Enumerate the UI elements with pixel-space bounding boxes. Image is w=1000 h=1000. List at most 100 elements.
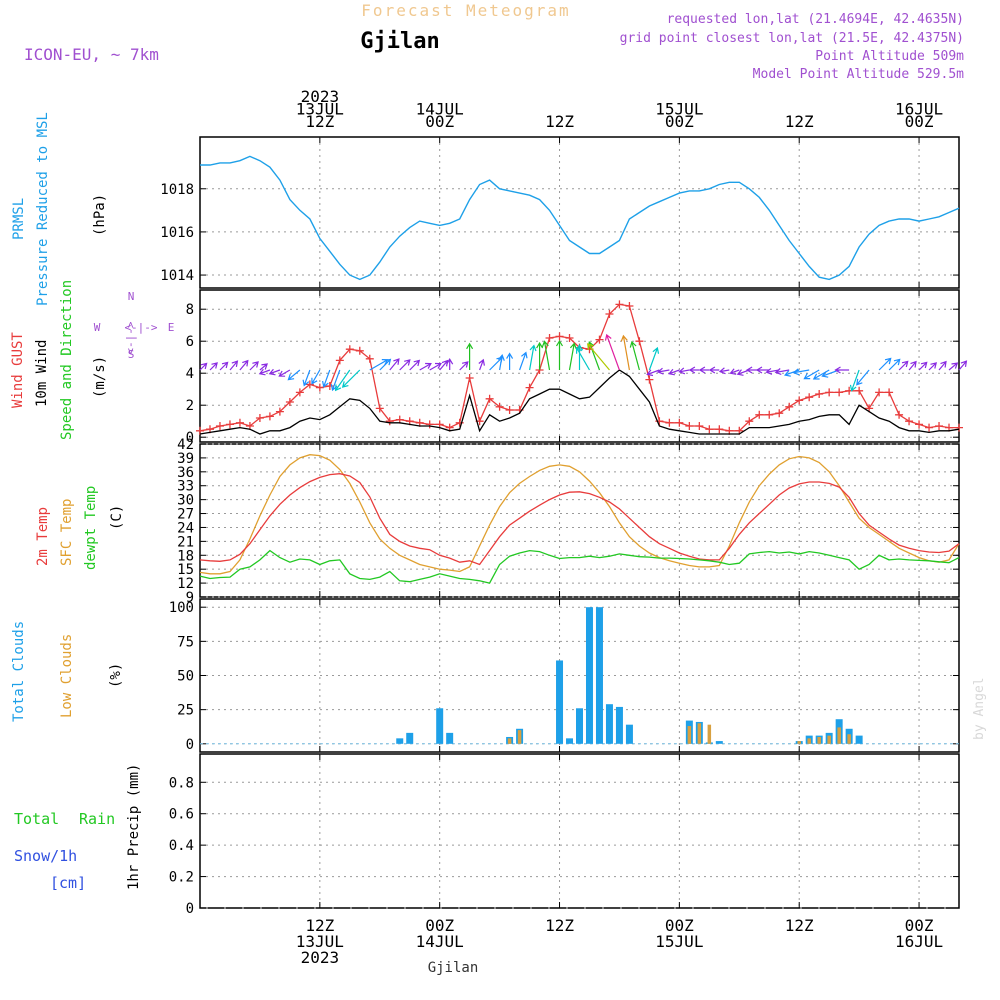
- wind-arrow: [199, 362, 208, 371]
- compass-rose: N S W E <-|-> <-|->: [94, 290, 175, 361]
- gust-marker: [465, 374, 474, 382]
- y-tick-label: 1018: [160, 182, 194, 198]
- wind-arrow: [708, 366, 720, 374]
- y-tick-label: 0.2: [169, 870, 194, 886]
- pressure-labels: PRMSL Pressure Reduced to MSL (hPa): [11, 112, 108, 306]
- gridpoint-coords: grid point closest lon,lat (21.5E, 42.43…: [620, 31, 964, 46]
- gust-marker: [755, 410, 764, 419]
- gust-label: Wind GUST: [10, 332, 26, 408]
- gust-marker: [225, 420, 234, 429]
- prmsl-long-label: Pressure Reduced to MSL: [35, 112, 51, 306]
- y-tick-label: 0: [186, 737, 194, 753]
- total-cloud-bar: [556, 660, 564, 744]
- total-cloud-bar: [566, 738, 574, 744]
- y-tick-label: 75: [177, 634, 194, 650]
- gust-marker: [605, 310, 614, 318]
- wind-arrow: [958, 360, 968, 371]
- wind-arrow: [688, 366, 700, 374]
- dew-label: dewpt Temp: [83, 486, 99, 570]
- total-cloud-bar: [625, 724, 633, 744]
- t2m-line: [199, 473, 960, 566]
- low-cloud-bar: [507, 738, 512, 744]
- time-label-bottom: 00Z: [425, 916, 454, 935]
- y-tick-label: 42: [177, 437, 194, 453]
- time-label-bottom: 15JUL: [655, 932, 703, 951]
- wind-arrow: [446, 358, 454, 370]
- wind-unit: (m/s): [92, 356, 108, 398]
- panel-frame: [199, 136, 960, 289]
- model-altitude: Model Point Altitude 529.5m: [753, 67, 964, 82]
- wind-arrow: [812, 369, 830, 380]
- y-tick-label: 24: [177, 520, 194, 536]
- total-cloud-bar: [615, 706, 623, 744]
- gust-marker: [325, 382, 334, 390]
- total-cloud-bar: [595, 607, 603, 744]
- time-label-top: 12Z: [305, 112, 334, 131]
- y-tick-label: 8: [186, 302, 194, 318]
- wind-arrow: [287, 369, 301, 381]
- y-tick-label: 0.8: [169, 775, 194, 791]
- gust-marker: [525, 383, 534, 392]
- gust-marker: [705, 425, 714, 434]
- wind-arrow: [774, 368, 790, 375]
- y-tick-label: 1014: [160, 268, 194, 284]
- y-tick-label: 0.6: [169, 807, 194, 823]
- gust-marker: [385, 417, 394, 426]
- wind10-label: 10m Wind: [34, 340, 50, 407]
- y-tick-label: 39: [177, 451, 194, 467]
- gust-marker: [695, 422, 704, 430]
- wind-arrow: [646, 369, 660, 377]
- gust-marker: [295, 388, 304, 397]
- panel-4: 0 0.2 0.4 0.6 0.8: [169, 753, 960, 917]
- wind-arrow: [334, 369, 351, 392]
- wind-arrow: [834, 366, 850, 374]
- total-cloud-bar: [436, 708, 444, 744]
- temp-unit: (C): [109, 505, 125, 530]
- wind-arrow: [478, 358, 485, 371]
- wind-arrow: [928, 362, 938, 371]
- gust-marker: [555, 332, 564, 341]
- time-label-bottom: 13JUL: [296, 932, 344, 951]
- wind-arrow: [278, 369, 291, 377]
- wind-arrow: [419, 362, 432, 371]
- gust-marker: [365, 354, 374, 363]
- y-tick-label: 0: [186, 430, 194, 446]
- time-label-bottom: 12Z: [305, 916, 334, 935]
- time-label-bottom: 12Z: [545, 916, 574, 935]
- gust-marker: [665, 418, 674, 427]
- compass-e-label: E: [168, 321, 175, 334]
- wind-arrow: [379, 358, 392, 371]
- product-title: Forecast Meteogram: [361, 1, 570, 20]
- panel-0: 1014 1016 1018: [160, 136, 960, 289]
- gust-marker: [315, 383, 324, 392]
- wind-arrow: [536, 341, 544, 370]
- wind-arrow: [311, 369, 321, 385]
- wind-arrow: [586, 343, 610, 371]
- total-cloud-bar: [446, 732, 454, 744]
- wind-arrow: [399, 359, 411, 371]
- gust-marker: [935, 422, 944, 430]
- wind-arrow: [541, 340, 551, 371]
- low-cloud-bar: [827, 735, 831, 744]
- sfc-label: SFC Temp: [59, 499, 75, 566]
- snow-label: Snow/1h: [14, 847, 77, 865]
- y-tick-label: 2: [186, 398, 194, 414]
- gust-marker: [565, 334, 574, 342]
- wind-arrow: [506, 352, 514, 370]
- wind-arrow: [656, 367, 670, 375]
- time-label-bottom: 2023: [301, 948, 340, 967]
- wind-arrow: [938, 360, 947, 371]
- model-name: ICON-EU, ~ 7km: [24, 45, 159, 64]
- gust-marker: [355, 346, 364, 355]
- y-tick-label: 1016: [160, 225, 194, 241]
- wind-arrow: [302, 369, 311, 387]
- gust-marker: [495, 402, 504, 411]
- wind-labels: Wind GUST 10m Wind Speed and Direction (…: [10, 280, 174, 440]
- wind-arrow: [519, 351, 528, 371]
- gust-marker: [305, 380, 314, 389]
- wind-arrow: [219, 361, 229, 371]
- gust-marker: [485, 394, 494, 403]
- wind-arrow: [322, 369, 331, 388]
- total-cloud-bar: [715, 741, 723, 744]
- y-tick-label: 9: [186, 590, 194, 606]
